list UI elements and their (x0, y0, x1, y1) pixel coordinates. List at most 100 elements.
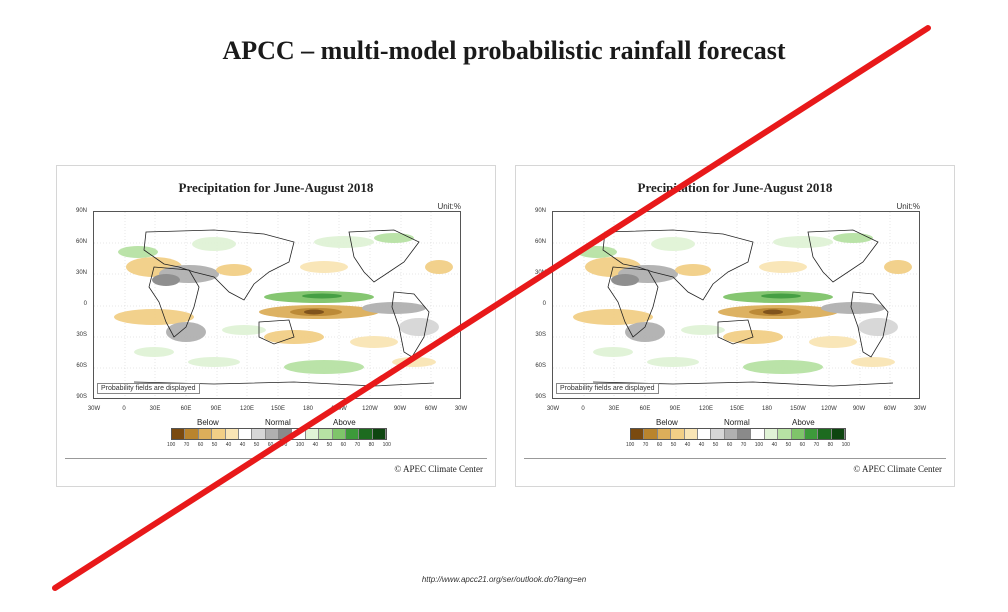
legend-tick: 70 (281, 442, 288, 448)
legend-swatch (791, 429, 805, 439)
legend-swatch (172, 429, 186, 439)
lat-label: 60S (535, 363, 546, 369)
legend-tick: 50 (712, 442, 719, 448)
legend-color-bar (630, 428, 846, 440)
legend-tick: 70 (740, 442, 747, 448)
legend-swatch (238, 429, 253, 439)
forecast-map-panel-left: Precipitation for June-August 2018 Unit:… (56, 165, 496, 487)
legend-tick: 70 (642, 442, 649, 448)
lon-label: 90E (669, 406, 681, 412)
lat-label: 0 (83, 301, 87, 307)
legend-swatch (359, 429, 373, 439)
source-url[interactable]: http://www.apcc21.org/ser/outlook.do?lan… (421, 575, 587, 584)
lon-label: 0 (581, 406, 585, 412)
legend-tick: 60 (656, 442, 663, 448)
legend-swatch (711, 429, 725, 439)
precipitation-map (552, 211, 920, 399)
lon-label: 120E (698, 406, 713, 412)
legend-tick: 40 (312, 442, 319, 448)
lat-label: 0 (542, 301, 546, 307)
legend-swatch (631, 429, 645, 439)
legend-tick: 100 (841, 442, 850, 448)
legend-swatch (751, 429, 765, 439)
legend-tick: 60 (726, 442, 733, 448)
legend-tick: 100 (167, 442, 176, 448)
legend-tick: 60 (340, 442, 347, 448)
legend-color-bar (171, 428, 387, 440)
legend-tick: 100 (754, 442, 764, 448)
lon-label: 150W (331, 406, 347, 412)
legend-swatch (332, 429, 346, 439)
lon-label: 60E (639, 406, 651, 412)
legend-normal-label: Normal (265, 418, 291, 427)
probability-note: Probability fields are displayed (556, 383, 659, 394)
legend-swatch (319, 429, 333, 439)
legend-tick: 40 (771, 442, 778, 448)
legend-tick: 40 (239, 442, 246, 448)
lat-label: 90N (75, 208, 87, 214)
legend-tick: 80 (827, 442, 834, 448)
legend-tick: 50 (326, 442, 333, 448)
legend-tick: 70 (183, 442, 190, 448)
legend-tick: 60 (267, 442, 274, 448)
probability-note: Probability fields are displayed (97, 383, 200, 394)
lon-label: 60W (883, 406, 897, 412)
lon-label: 120E (239, 406, 254, 412)
legend-swatch (671, 429, 685, 439)
lon-label: 30W (87, 406, 101, 412)
legend-swatch (212, 429, 226, 439)
lon-label: 150E (729, 406, 744, 412)
lon-label: 90W (393, 406, 407, 412)
legend-tick: 100 (382, 442, 391, 448)
legend-tick: 50 (211, 442, 218, 448)
lat-label: 30S (535, 332, 546, 338)
legend-swatch (644, 429, 658, 439)
legend-swatch (831, 429, 845, 439)
lat-label: 30N (75, 270, 87, 276)
legend-swatch (185, 429, 199, 439)
credit-label: © APEC Climate Center (853, 464, 942, 474)
legend-swatch (265, 429, 279, 439)
legend-swatch (372, 429, 386, 439)
lat-label: 60S (76, 363, 87, 369)
legend-swatch (697, 429, 712, 439)
lon-label: 30E (608, 406, 620, 412)
lon-label: 150E (270, 406, 285, 412)
panel-divider (65, 458, 487, 459)
lon-label: 120W (362, 406, 378, 412)
legend-ticks: 100 70 60 50 40 40 50 60 70 100 40 50 60… (167, 442, 391, 448)
legend-swatch (305, 429, 320, 439)
lon-label: 30W (454, 406, 468, 412)
legend-tick: 50 (670, 442, 677, 448)
lon-label: 30W (546, 406, 560, 412)
legend-ticks: 100 70 60 50 40 40 50 60 70 100 40 50 60… (626, 442, 850, 448)
legend-swatch (292, 429, 306, 439)
legend-swatch (724, 429, 738, 439)
legend-tick: 40 (225, 442, 232, 448)
unit-label: Unit:% (437, 202, 461, 211)
legend-swatch (818, 429, 832, 439)
lon-label: 180 (761, 406, 772, 412)
lon-label: 30W (913, 406, 927, 412)
legend-tick: 70 (813, 442, 820, 448)
slide-title: APCC – multi-model probabilistic rainfal… (222, 36, 786, 65)
legend-swatch (778, 429, 792, 439)
legend-swatch (252, 429, 266, 439)
lat-label: 90S (535, 394, 546, 400)
legend-below-label: Below (197, 418, 219, 427)
lon-label: 60E (180, 406, 192, 412)
legend-tick: 100 (295, 442, 305, 448)
lon-label: 0 (122, 406, 126, 412)
forecast-map-panel-right: Precipitation for June-August 2018 Unit:… (515, 165, 955, 487)
legend-tick: 40 (684, 442, 691, 448)
legend-above-label: Above (792, 418, 815, 427)
legend-swatch (804, 429, 819, 439)
lat-label: 30S (76, 332, 87, 338)
legend-swatch (225, 429, 239, 439)
lon-label: 150W (790, 406, 806, 412)
lat-label: 30N (534, 270, 546, 276)
legend-swatch (657, 429, 672, 439)
legend-swatch (738, 429, 752, 439)
legend-normal-label: Normal (724, 418, 750, 427)
legend-tick: 80 (368, 442, 375, 448)
